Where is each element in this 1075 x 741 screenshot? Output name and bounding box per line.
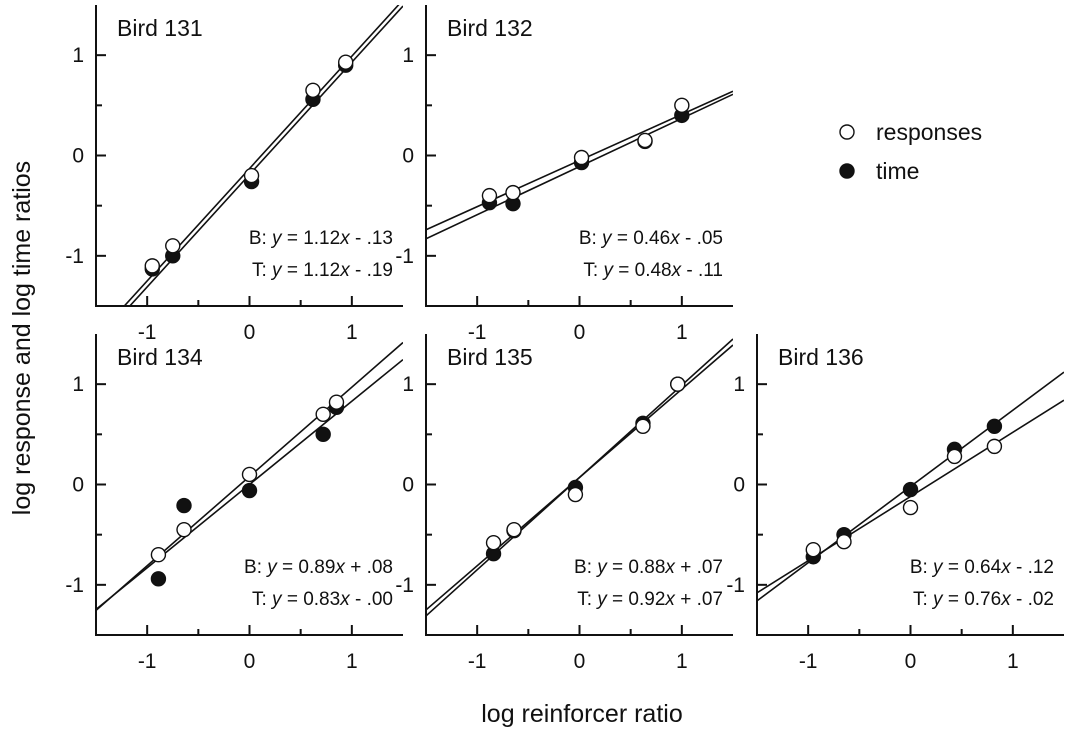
responses-point bbox=[902, 499, 919, 516]
responses-point bbox=[567, 486, 584, 503]
time-point bbox=[176, 497, 192, 514]
x-tick-label: 1 bbox=[676, 650, 688, 673]
legend-time-marker bbox=[839, 163, 855, 179]
y-tick-label: -1 bbox=[65, 574, 84, 597]
x-tick-label: 0 bbox=[905, 650, 917, 673]
time-point bbox=[315, 426, 331, 443]
fit-equation-B: B: y = 0.46x - .05 bbox=[579, 228, 723, 249]
responses-point bbox=[637, 132, 653, 149]
panel-title: Bird 134 bbox=[117, 344, 203, 370]
panels: 1 0 -1 -1 0 1 Bird 131 B: y = 1.12x - .13 T: y =… bbox=[65, 5, 1064, 673]
panel-1: 1 0 -1 -1 0 1 Bird 131 B: y = 1.12x - .13 T: y =… bbox=[65, 5, 403, 344]
y-tick-label: 0 bbox=[72, 145, 84, 168]
y-tick-label: -1 bbox=[395, 245, 414, 268]
x-tick-label: -1 bbox=[468, 650, 487, 673]
fit-equation-T: T: y = 0.83x - .00 bbox=[252, 589, 393, 610]
fit-equation-T: T: y = 0.76x - .02 bbox=[913, 589, 1054, 610]
y-tick-label: 1 bbox=[72, 44, 84, 67]
fit-equation-B: B: y = 0.88x + .07 bbox=[574, 557, 723, 578]
y-axis-label: log response and log time ratios bbox=[8, 161, 36, 515]
responses-point bbox=[176, 521, 192, 538]
legend-responses-label: responses bbox=[876, 119, 982, 145]
responses-point bbox=[836, 533, 852, 550]
y-tick-label: 0 bbox=[402, 474, 414, 497]
responses-point bbox=[165, 238, 181, 254]
responses-point bbox=[946, 448, 963, 465]
fit-equation-B: B: y = 0.89x + .08 bbox=[244, 557, 393, 578]
responses-point bbox=[337, 54, 354, 70]
fit-equation-T: T: y = 0.92x + .07 bbox=[577, 589, 723, 610]
legend-responses-marker bbox=[839, 124, 855, 140]
x-axis-label: log reinforcer ratio bbox=[481, 700, 682, 728]
responses-point bbox=[144, 258, 160, 274]
legend: responses time bbox=[839, 119, 982, 184]
responses-point bbox=[305, 82, 321, 98]
time-point bbox=[150, 571, 167, 587]
fit-equation-T: T: y = 1.12x - .19 bbox=[252, 260, 393, 281]
panel-title: Bird 131 bbox=[117, 15, 203, 41]
x-tick-label: -1 bbox=[799, 650, 818, 673]
panel-4: 1 0 -1 -1 0 1 Bird 135 B: y = 0.88x + .07 T: y =… bbox=[395, 334, 733, 673]
y-tick-label: -1 bbox=[65, 245, 84, 268]
panel-2: 1 0 -1 -1 0 1 Bird 132 B: y = 0.46x - .05 T: y =… bbox=[395, 5, 733, 344]
y-tick-label: -1 bbox=[726, 574, 745, 597]
responses-point bbox=[241, 466, 258, 483]
y-tick-label: 0 bbox=[72, 474, 84, 497]
y-tick-label: 0 bbox=[733, 474, 745, 497]
responses-point bbox=[485, 534, 502, 551]
responses-point bbox=[986, 438, 1003, 455]
x-tick-label: 1 bbox=[1007, 650, 1019, 673]
x-tick-label: 1 bbox=[346, 321, 358, 344]
y-tick-label: 0 bbox=[402, 145, 414, 168]
time-point bbox=[986, 418, 1003, 435]
legend-time-label: time bbox=[876, 158, 919, 184]
x-tick-label: 1 bbox=[346, 650, 358, 673]
responses-point bbox=[505, 184, 521, 201]
y-tick-label: 1 bbox=[72, 373, 84, 396]
y-tick-label: -1 bbox=[395, 574, 414, 597]
time-point bbox=[902, 481, 919, 498]
x-tick-label: -1 bbox=[138, 321, 157, 344]
responses-point bbox=[573, 149, 590, 166]
y-tick-label: 1 bbox=[402, 373, 414, 396]
panel-title: Bird 135 bbox=[447, 344, 533, 370]
fit-equation-T: T: y = 0.48x - .11 bbox=[583, 260, 723, 281]
responses-point bbox=[670, 376, 686, 392]
x-tick-label: 0 bbox=[244, 650, 256, 673]
x-tick-label: 1 bbox=[676, 321, 688, 344]
responses-point bbox=[315, 406, 331, 422]
panel-3: 1 0 -1 -1 0 1 Bird 134 B: y = 0.89x + .08 T: y =… bbox=[65, 334, 403, 673]
responses-point bbox=[481, 187, 498, 204]
x-tick-label: -1 bbox=[138, 650, 157, 673]
responses-point bbox=[805, 542, 821, 558]
panel-title: Bird 132 bbox=[447, 15, 533, 41]
time-point bbox=[241, 482, 258, 499]
responses-point bbox=[506, 521, 522, 538]
responses-point bbox=[674, 97, 690, 114]
x-tick-label: -1 bbox=[468, 321, 487, 344]
x-tick-label: 0 bbox=[574, 650, 586, 673]
y-tick-label: 1 bbox=[402, 44, 414, 67]
y-tick-label: 1 bbox=[733, 373, 745, 396]
responses-point bbox=[243, 167, 260, 184]
responses-point bbox=[328, 394, 345, 410]
panel-5: 1 0 -1 -1 0 1 Bird 136 B: y = 0.64x - .12 T: y =… bbox=[726, 334, 1064, 673]
responses-point bbox=[635, 418, 651, 435]
panel-title: Bird 136 bbox=[778, 344, 864, 370]
x-tick-label: 0 bbox=[244, 321, 256, 344]
x-tick-label: 0 bbox=[574, 321, 586, 344]
fit-equation-B: B: y = 1.12x - .13 bbox=[249, 228, 393, 249]
fit-equation-B: B: y = 0.64x - .12 bbox=[910, 557, 1054, 578]
responses-point bbox=[150, 547, 167, 563]
